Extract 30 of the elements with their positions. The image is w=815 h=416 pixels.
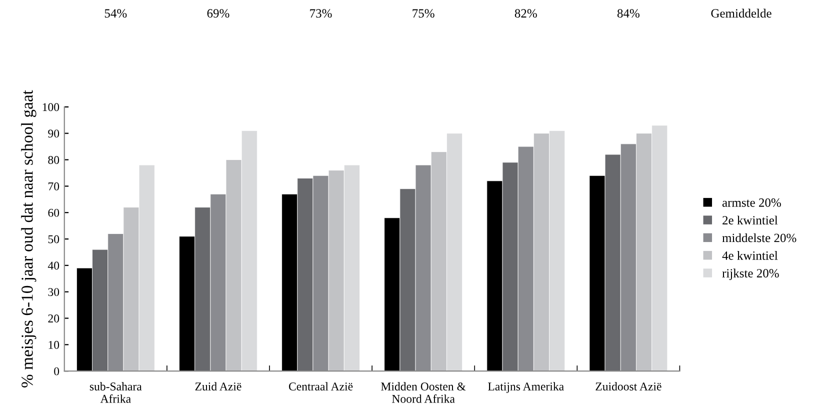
text: 73% xyxy=(310,9,332,18)
y-tick-label: 80 xyxy=(48,156,60,164)
legend-label: 2e kwintiel xyxy=(722,216,778,224)
legend-label: 4e kwintiel xyxy=(722,251,778,260)
x-tick-label: Zuidoost Azië xyxy=(596,382,662,390)
x-tick-label: Zuid Azië xyxy=(195,382,242,390)
y-tick-label: 20 xyxy=(48,314,60,322)
y-axis-title: % meisjes 6-10 jaar oud dat naar school gaat xyxy=(21,90,36,388)
y-tick-label: 0 xyxy=(54,367,60,376)
y-tick-label: 90 xyxy=(48,130,60,138)
legend-label: armste 20% xyxy=(722,198,781,207)
y-tick-label: 50 xyxy=(48,235,60,244)
y-tick-label: 10 xyxy=(48,340,60,349)
y-tick-label: 70 xyxy=(48,182,60,190)
legend-label: middelste 20% xyxy=(722,233,796,242)
y-tick-label: 40 xyxy=(48,262,60,270)
text: 54% xyxy=(104,9,127,18)
text: 69% xyxy=(207,9,230,18)
x-tick-label: Midden Oosten & Noord Afrika xyxy=(381,382,466,403)
y-tick-label: 100 xyxy=(42,103,60,112)
legend-label: rijkste 20% xyxy=(722,268,779,280)
x-tick-label: sub-Sahara Afrika xyxy=(90,382,142,403)
text: Gemiddelde xyxy=(711,8,772,18)
x-tick-label: Latijns Amerika xyxy=(488,382,564,393)
text: 84% xyxy=(617,9,640,18)
y-tick-label: 30 xyxy=(48,288,60,296)
text: 75% xyxy=(412,9,434,18)
y-tick-label: 60 xyxy=(48,208,60,217)
x-tick-label: Centraal Azië xyxy=(288,382,353,390)
text: 82% xyxy=(514,9,537,18)
